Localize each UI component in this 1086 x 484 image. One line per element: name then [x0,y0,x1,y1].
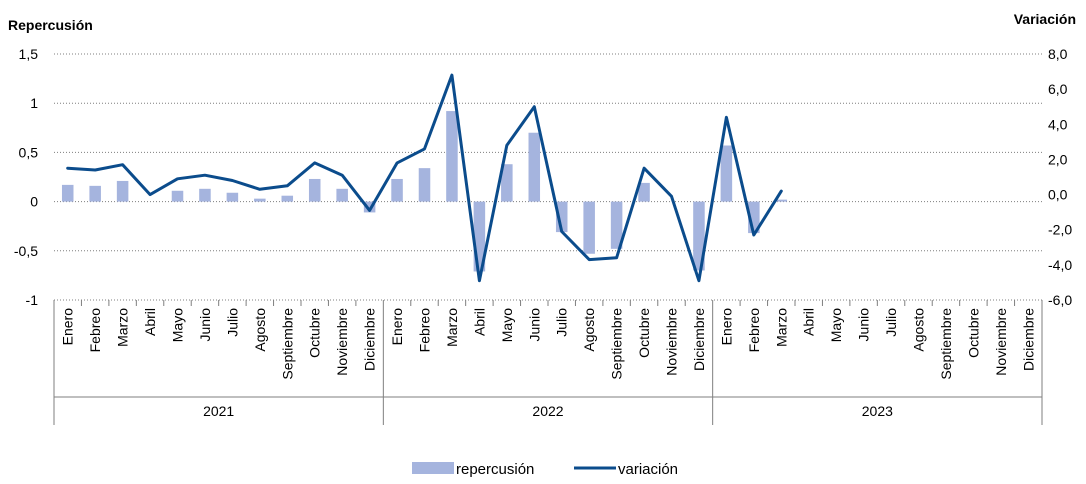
month-label: Diciembre [691,308,707,371]
month-label: Noviembre [334,308,350,376]
left-tick-label: -1 [26,292,39,308]
month-label: Mayo [499,308,515,342]
bar [363,201,376,213]
month-label: Agosto [911,308,927,352]
right-tick-label: 0,0 [1048,187,1068,203]
month-label: Enero [60,308,76,346]
month-label: Octubre [636,308,652,358]
bar [391,178,403,202]
left-tick-label: 1,5 [19,46,39,62]
year-label: 2021 [203,403,234,419]
month-label: Enero [718,308,734,346]
legend-label: variación [618,461,678,478]
month-labels: Enero Febreo Marzo Abril Mayo Junio Julio Agost… [60,308,1037,380]
bar [226,192,239,202]
left-axis-ticks: 1,5 1 0,5 0 -0,5 -1 [14,46,38,308]
bar [693,201,705,271]
bar [583,201,595,254]
month-label: Marzo [773,308,789,347]
bar [748,201,760,234]
month-label: Marzo [444,308,460,347]
right-tick-label: -2,0 [1048,222,1072,238]
series-line [66,73,783,283]
right-tick-label: 8,0 [1048,46,1068,62]
month-label: Abril [471,308,487,336]
bar [116,180,129,202]
right-tick-label: -6,0 [1048,292,1072,308]
month-label: Septiembre [938,308,954,380]
right-tick-label: 6,0 [1048,81,1068,97]
month-label: Octubre [307,308,323,358]
month-label: Enero [389,308,405,346]
bar [281,195,294,202]
month-label: Noviembre [664,308,680,376]
month-label: Mayo [828,308,844,342]
bar [254,198,266,202]
right-axis-ticks: 8,0 6,0 4,0 2,0 0,0 -2,0 -4,0 -6,0 [1048,46,1072,308]
bar [528,132,541,202]
month-label: Marzo [115,308,131,347]
bar [638,182,650,202]
right-tick-label: 2,0 [1048,151,1068,167]
right-axis-title: Variación [1014,11,1076,27]
month-label: Junio [526,308,542,342]
bar [171,190,184,202]
month-label: Diciembre [362,308,378,371]
bar [446,111,458,202]
month-label: Julio [554,308,570,337]
legend-label: repercusión [456,461,534,478]
right-tick-label: 4,0 [1048,116,1068,132]
bar [336,188,348,202]
month-label: Septiembre [279,308,295,380]
month-label: Junio [197,308,213,342]
month-label: Mayo [170,308,186,342]
month-label: Febreo [87,308,103,353]
month-label: Febreo [417,308,433,353]
month-label: Febreo [746,308,762,353]
left-tick-label: 0 [30,194,38,210]
left-tick-label: 1 [30,95,38,111]
bar [308,178,321,202]
bar [89,185,101,202]
left-axis-title: Repercusión [8,17,93,33]
left-tick-label: -0,5 [14,243,38,259]
month-label: Julio [224,308,240,337]
bar [473,201,486,272]
bar [418,168,431,202]
left-tick-label: 0,5 [19,144,39,160]
line-series-variacion [66,73,783,283]
bar [610,201,623,249]
category-axis [53,300,1043,425]
month-label: Octubre [965,308,981,358]
bar [720,145,733,202]
month-label: Junio [856,308,872,342]
year-label: 2023 [862,403,893,419]
right-tick-label: -4,0 [1048,257,1072,273]
legend-swatch-bar [412,462,454,474]
bar-series-repercusion [61,111,788,272]
bar [501,164,513,202]
legend: repercusión variación [412,461,678,478]
month-label: Noviembre [993,308,1009,376]
month-label: Abril [801,308,817,336]
year-labels: 2021 2022 2023 [203,403,893,419]
month-label: Agosto [581,308,597,352]
month-label: Agosto [252,308,268,352]
bar [61,184,74,202]
year-label: 2022 [532,403,563,419]
bar [555,201,568,233]
bar [199,188,211,202]
month-label: Septiembre [609,308,625,380]
bar [775,199,788,202]
month-label: Julio [883,308,899,337]
month-label: Diciembre [1020,308,1036,371]
month-label: Abril [142,308,158,336]
